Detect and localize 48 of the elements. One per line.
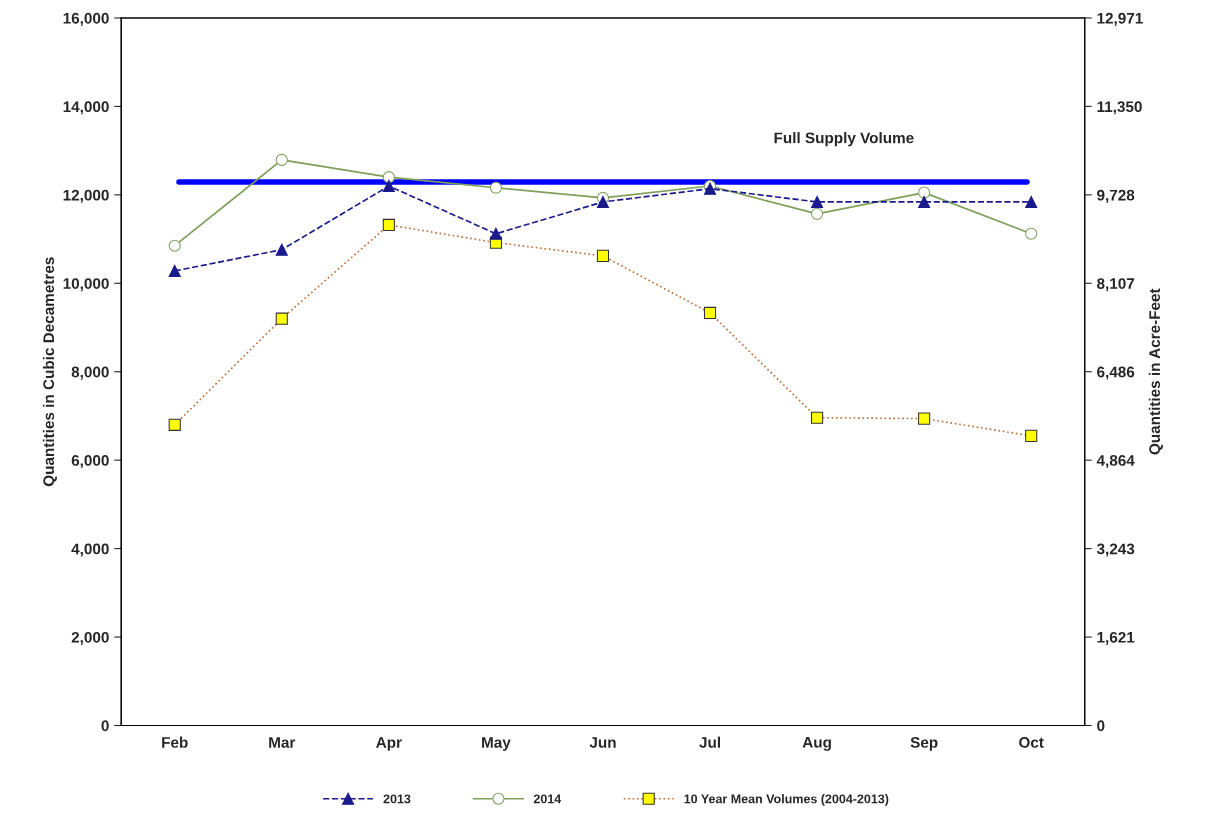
x-tick-label: Feb (162, 736, 188, 748)
y-tick-label: 10,000 (63, 278, 109, 292)
point (918, 186, 931, 199)
x-tick-label: Aug (802, 737, 831, 751)
point (275, 243, 288, 256)
point (1025, 227, 1038, 240)
point (382, 179, 395, 193)
y2-tick-label: 0 (1097, 720, 1105, 732)
x-tick-label: Jul (699, 736, 720, 748)
x-tick-label: Oct (1019, 737, 1044, 748)
legend-label: 2014 (533, 794, 562, 804)
y-tick-label: 4,000 (71, 543, 109, 557)
point (382, 171, 395, 184)
legend-label: 2013 (383, 794, 411, 804)
y-tick-label: 2,000 (71, 631, 109, 645)
point (489, 181, 502, 194)
point (1025, 195, 1038, 208)
point (275, 153, 288, 166)
y2-tick-label: 3,243 (1096, 543, 1135, 557)
y2-tick-label: 9,728 (1097, 189, 1135, 203)
y2-tick-label: 12,971 (1097, 12, 1143, 26)
y-tick-label: 12,000 (63, 189, 109, 203)
y-tick-label: 6,000 (71, 455, 109, 469)
y-tick-label: 8,000 (71, 366, 109, 380)
y2-tick-label: 11,350 (1097, 101, 1142, 115)
y2-tick-label: 4,864 (1096, 455, 1135, 469)
x-tick-label: Mar (269, 737, 296, 748)
y-axis-title: Quantities in Cubic Decametres (42, 257, 57, 487)
point (596, 195, 610, 208)
point (811, 195, 824, 208)
point (168, 239, 181, 252)
x-tick-label: May (482, 737, 511, 751)
y2-tick-label: 1,621 (1097, 631, 1135, 645)
y2-tick-label: 8,107 (1097, 278, 1135, 292)
legend-label: 10 Year Mean Volumes (2004-2013) (684, 794, 889, 806)
ref-line-label: Full Supply Volume (774, 132, 914, 147)
point (168, 264, 181, 277)
y-tick-label: 16,000 (63, 12, 109, 26)
x-tick-label: Apr (376, 737, 402, 751)
point (489, 227, 502, 240)
y-tick-label: 0 (101, 720, 109, 732)
y-tick-label: 14,000 (63, 101, 109, 115)
x-tick-label: Jun (589, 737, 616, 748)
y2-axis-title: Quantities in Acre-Feet (1148, 288, 1163, 455)
x-tick-label: Sep (910, 737, 938, 751)
y2-tick-label: 6,486 (1097, 366, 1135, 380)
point (811, 207, 824, 220)
point (918, 195, 931, 208)
